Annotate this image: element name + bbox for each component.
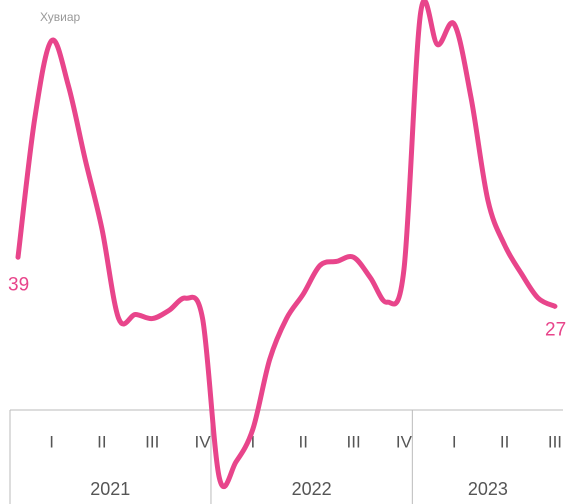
quarter-label: II — [97, 432, 106, 451]
year-label: 2023 — [468, 479, 508, 499]
quarter-label: II — [500, 432, 509, 451]
quarter-label: III — [145, 432, 159, 451]
year-label: 2021 — [90, 479, 130, 499]
data-label: 27 — [545, 319, 566, 340]
data-label: 39 — [8, 274, 29, 295]
quarter-label: I — [49, 432, 54, 451]
quarter-label: III — [548, 432, 562, 451]
quarter-label: I — [452, 432, 457, 451]
quarter-label: IV — [195, 432, 212, 451]
quarter-label: II — [299, 432, 308, 451]
quarter-label: III — [347, 432, 361, 451]
quarter-label: I — [251, 432, 256, 451]
axis-label: Хувиар — [40, 10, 80, 24]
quarter-label: IV — [396, 432, 413, 451]
year-label: 2022 — [292, 479, 332, 499]
line — [15, 0, 558, 489]
